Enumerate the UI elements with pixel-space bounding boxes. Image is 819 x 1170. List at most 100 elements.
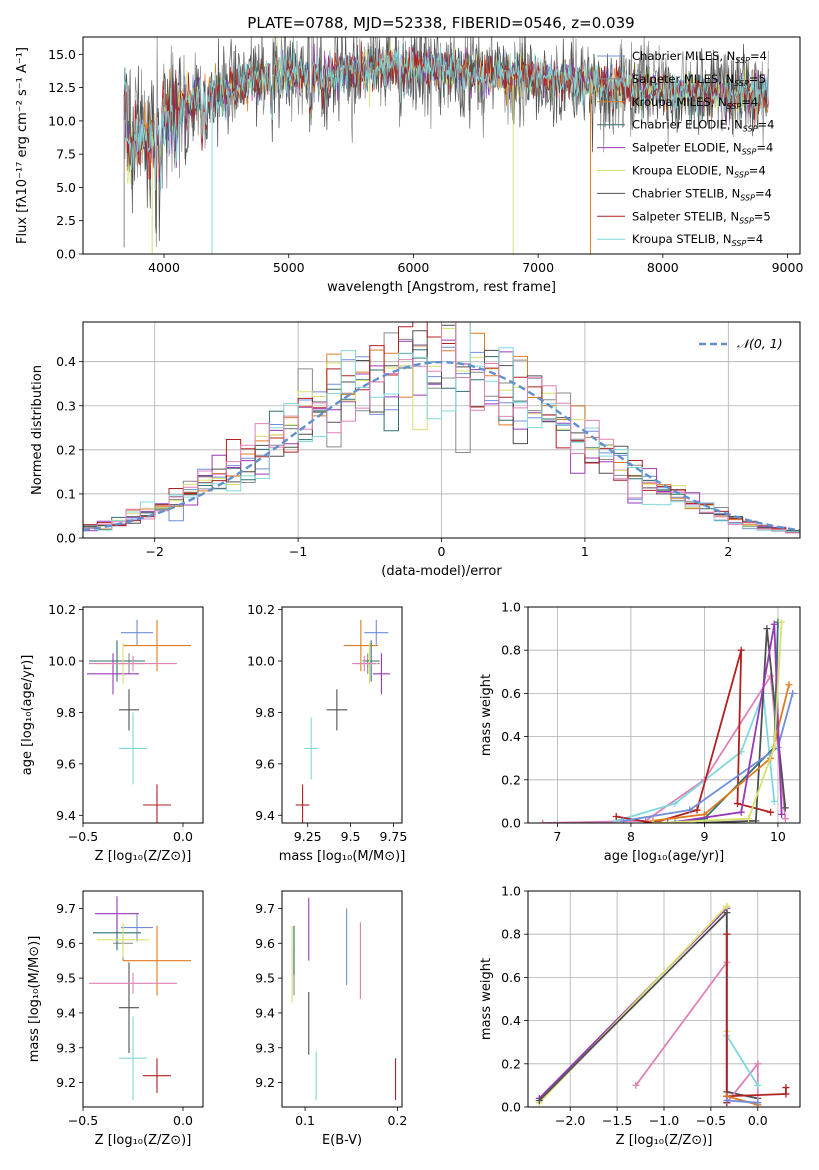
x-tick-label: 9 — [700, 829, 708, 844]
y-tick-label: 0.2 — [501, 772, 521, 787]
y-tick-label: 0.0 — [501, 1100, 521, 1115]
spectrum-panel: 4000 5000 6000 7000 8000 9000 0.0 2.5 5.0 7.5 10.0… — [15, 36, 803, 295]
x-tick-label: 9.25 — [294, 829, 322, 844]
y-tick-label: 9.6 — [56, 936, 76, 951]
y-tick-label: 9.3 — [255, 1040, 275, 1055]
legend-n-value: 5 — [763, 209, 770, 223]
x-tick-label: 0 — [438, 544, 446, 559]
y-tick-label: 9.8 — [56, 705, 76, 720]
errorbar-point — [87, 653, 139, 695]
weight-vs-age-panel: 7 8 9 10 0.0 0.2 0.4 0.6 0.8 1.0 age [log₁₀(age/yr… — [479, 600, 801, 864]
y-tick-label: 10.0 — [48, 113, 76, 128]
errorbar-point — [372, 653, 390, 695]
histogram-step — [83, 322, 800, 533]
legend-n-value: 4 — [751, 95, 758, 109]
weight-marker — [781, 804, 789, 812]
y-tick-label: 9.6 — [255, 756, 275, 771]
axes-frame — [281, 606, 403, 824]
errorbar-point — [343, 619, 378, 672]
y-axis-label: mass [log₁₀(M/M⊙)] — [27, 936, 42, 1063]
residual-histogram-panel: −2 −1 0 1 2 0.0 0.1 0.2 0.3 0.4 (data-model)/error… — [30, 321, 801, 579]
y-tick-label: 9.2 — [56, 1075, 76, 1090]
x-tick-label: 7 — [553, 829, 561, 844]
errorbar-point — [97, 922, 149, 958]
legend-entry: Salpeter STELIB, NSSP=5 — [632, 209, 771, 225]
errorbar-point — [143, 784, 171, 823]
weight-series-line — [726, 1095, 759, 1106]
x-axis-label: Z [log₁₀(Z/Z⊙)] — [616, 1133, 713, 1148]
errorbar-point — [143, 1058, 171, 1094]
y-tick-label: 9.6 — [255, 936, 275, 951]
x-tick-label: 0.0 — [173, 829, 193, 844]
errorbar-point — [119, 689, 139, 731]
y-tick-label: 9.5 — [255, 971, 275, 986]
y-tick-label: 9.4 — [255, 1005, 275, 1020]
x-tick-label: 9.75 — [380, 829, 408, 844]
legend-n-value: 4 — [767, 118, 774, 132]
weight-marker — [763, 625, 771, 633]
x-tick-label: −2 — [145, 544, 163, 559]
histogram-step — [83, 322, 800, 534]
x-axis-label: Z [log₁₀(Z/Z⊙)] — [95, 849, 192, 864]
legend-n: = — [750, 49, 760, 63]
weight-vs-metallicity-panel: −2.0 −1.5 −1.0 −0.5 0.0 0.0 0.2 0.4 0.6 0.8 1.0 Z [… — [479, 884, 801, 1148]
x-tick-label: 0.2 — [387, 1113, 407, 1128]
age-vs-mass-panel: 9.25 9.5 9.75 9.4 9.6 9.8 10.0 10.2 mass [log₁₀(… — [247, 602, 407, 864]
weight-marker — [785, 681, 793, 689]
legend-entry: Chabrier ELODIE, NSSP=4 — [632, 118, 774, 134]
errorbar-point — [364, 619, 389, 646]
legend-text: Chabrier STELIB, N — [632, 186, 740, 200]
axes-frame — [527, 890, 801, 1108]
weight-marker — [649, 819, 657, 823]
legend-n-value: 4 — [765, 186, 772, 200]
y-tick-label: 9.5 — [56, 971, 76, 986]
errorbar-point — [89, 972, 177, 994]
y-axis-label: Flux [fλ10⁻¹⁷ erg cm⁻² s⁻¹ A⁻¹] — [15, 47, 30, 244]
legend-n-value: 4 — [766, 141, 773, 155]
weight-series-line — [623, 693, 794, 822]
x-axis-label: E(B-V) — [322, 1133, 362, 1148]
legend-subscript: SSP — [732, 239, 747, 248]
x-tick-label: −1.5 — [602, 1113, 632, 1128]
weight-marker — [770, 743, 778, 751]
x-tick-label: 10 — [770, 829, 786, 844]
legend-text: Chabrier ELODIE, N — [632, 118, 743, 132]
normal-reference-curve — [83, 360, 800, 532]
legend-entry: Kroupa ELODIE, NSSP=4 — [632, 164, 766, 180]
weight-marker — [671, 800, 679, 808]
x-tick-label: 4000 — [148, 260, 180, 275]
y-tick-label: 9.2 — [255, 1075, 275, 1090]
weight-marker — [539, 819, 547, 823]
weight-marker — [767, 808, 775, 816]
weight-series-line — [725, 934, 787, 1103]
figure-title: PLATE=0788, MJD=52338, FIBERID=0546, z=0… — [247, 14, 634, 32]
y-tick-label: 1.0 — [501, 884, 521, 899]
weight-marker — [612, 813, 620, 821]
axes-frame — [281, 890, 403, 1108]
x-axis-label: (data-model)/error — [381, 564, 502, 579]
y-tick-label: 9.8 — [255, 705, 275, 720]
weight-lines — [539, 618, 797, 823]
y-axis-label: age [log₁₀(age/yr)] — [20, 655, 35, 776]
weight-series-line — [667, 624, 783, 823]
x-tick-label: −0.5 — [696, 1113, 726, 1128]
axes-frame — [82, 890, 204, 1108]
y-tick-label: 15.0 — [48, 47, 76, 62]
legend-text: Chabrier MILES, N — [632, 49, 735, 63]
legend-subscript: SSP — [740, 193, 755, 202]
y-axis-label: mass weight — [479, 674, 494, 756]
x-tick-label: 5000 — [273, 260, 305, 275]
errorbar-point — [119, 712, 147, 785]
y-tick-label: 0.0 — [56, 247, 76, 262]
legend-n: = — [749, 164, 759, 178]
x-tick-label: 2 — [724, 544, 732, 559]
x-tick-label: 8000 — [647, 260, 679, 275]
errorbar-point — [121, 913, 153, 942]
weight-marker — [620, 817, 628, 823]
legend-subscript: SSP — [734, 79, 749, 88]
errorbar-point — [326, 689, 348, 731]
legend-entry: Salpeter ELODIE, NSSP=4 — [632, 141, 773, 157]
y-tick-label: 9.7 — [56, 901, 76, 916]
errorbar-point — [95, 896, 139, 932]
